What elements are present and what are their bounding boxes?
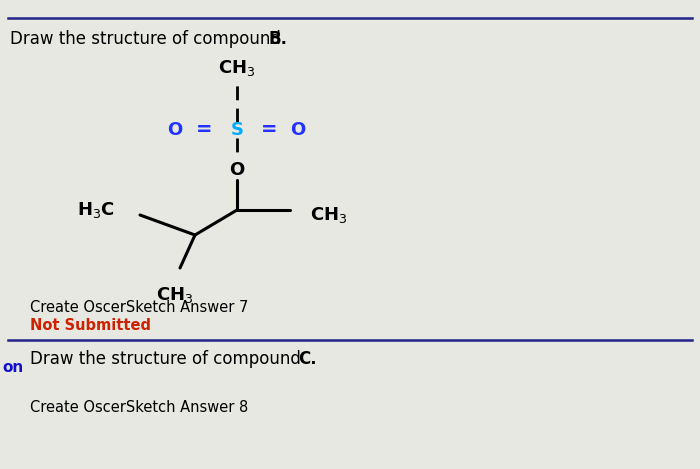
Text: B.: B. xyxy=(268,30,287,48)
Text: Draw the structure of compound: Draw the structure of compound xyxy=(10,30,286,48)
Text: CH$_3$: CH$_3$ xyxy=(218,58,256,78)
Text: Create OscerSketch Answer 7: Create OscerSketch Answer 7 xyxy=(30,300,248,315)
Text: CH$_3$: CH$_3$ xyxy=(310,205,347,225)
Text: on: on xyxy=(2,360,23,375)
Text: CH$_3$: CH$_3$ xyxy=(156,285,194,305)
Text: Not Submitted: Not Submitted xyxy=(30,318,151,333)
Text: O: O xyxy=(167,121,183,139)
Text: =: = xyxy=(196,121,212,139)
Text: H$_3$C: H$_3$C xyxy=(77,200,115,220)
Text: O: O xyxy=(290,121,306,139)
Text: Create OscerSketch Answer 8: Create OscerSketch Answer 8 xyxy=(30,400,248,415)
Text: Draw the structure of compound: Draw the structure of compound xyxy=(30,350,306,368)
Text: C.: C. xyxy=(298,350,316,368)
Text: =: = xyxy=(261,121,278,139)
Text: S: S xyxy=(230,121,244,139)
Text: O: O xyxy=(230,161,244,179)
